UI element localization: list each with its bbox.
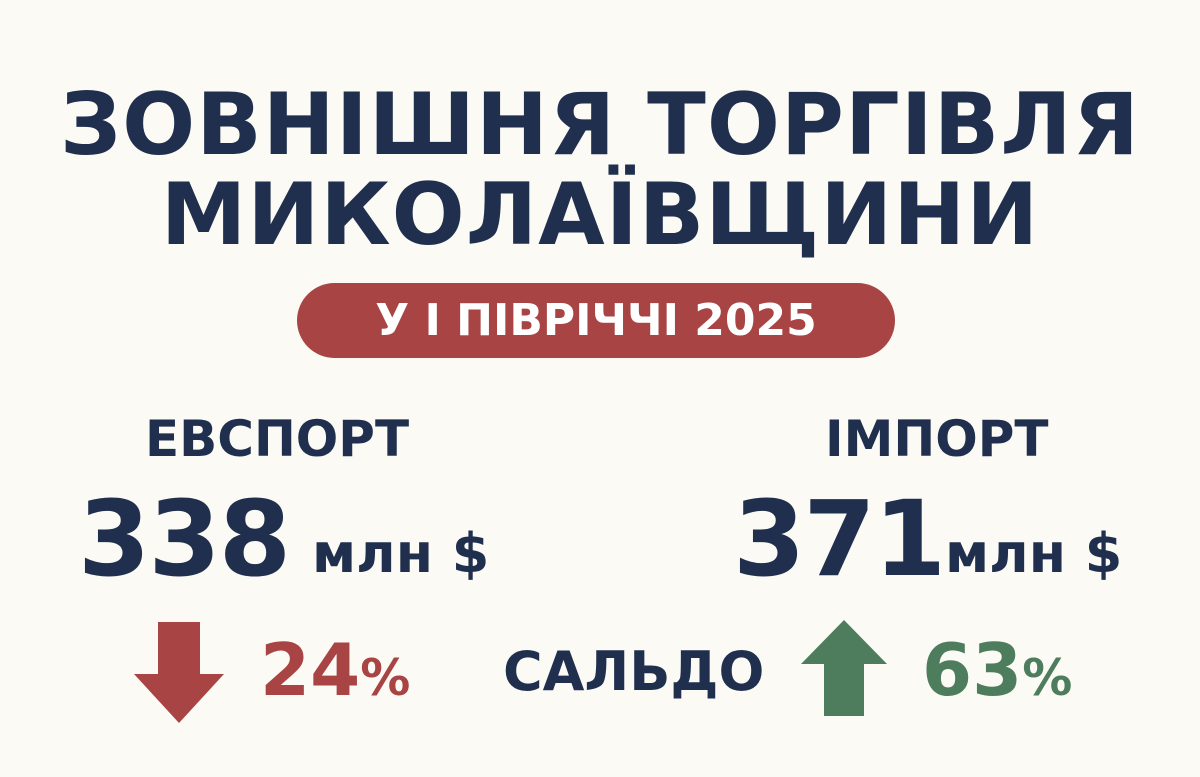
export-unit: млн $ [312, 522, 490, 585]
arrow-down-icon [134, 622, 224, 723]
export-change-unit: % [360, 649, 411, 707]
export-change: 24% [260, 628, 410, 712]
period-badge-text: У І ПІВРІЧЧІ 2025 [375, 295, 817, 346]
arrow-up-icon [801, 620, 887, 716]
title-line-2: МИКОЛАЇВЩИНИ [160, 165, 1040, 265]
import-unit: млн $ [945, 522, 1123, 585]
balance-label: САЛЬДО [503, 640, 765, 703]
import-change-unit: % [1022, 649, 1073, 707]
import-label: ІМПОРТ [825, 410, 1049, 468]
period-badge: У І ПІВРІЧЧІ 2025 [297, 283, 895, 358]
import-change-value: 63 [922, 628, 1023, 712]
title-line-1: ЗОВНІШНЯ ТОРГІВЛЯ [60, 75, 1140, 175]
import-value: 371 [733, 478, 946, 600]
import-change: 63% [922, 628, 1072, 712]
export-value: 338 [78, 478, 291, 600]
export-change-value: 24 [260, 628, 361, 712]
export-label: ЕВСПОРТ [145, 410, 410, 468]
